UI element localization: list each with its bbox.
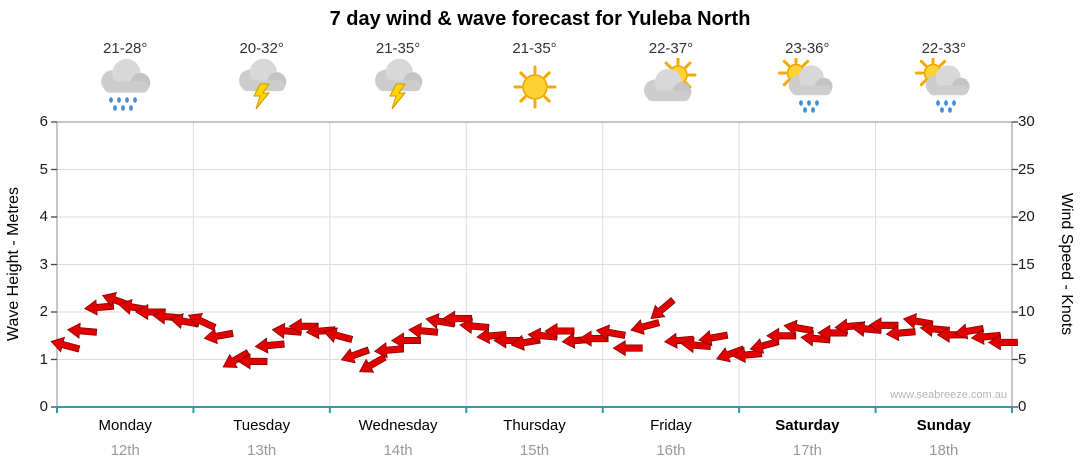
- y-axis-right-tick-label: 0: [1018, 398, 1027, 415]
- wind-arrow-marker: [630, 319, 661, 335]
- storm-icon: [368, 58, 428, 116]
- y-axis-right-tick-label: 10: [1018, 303, 1035, 320]
- watermark-text: www.seabreeze.com.au: [890, 389, 1007, 401]
- wind-arrow-marker: [715, 345, 746, 363]
- wind-arrow-marker: [442, 310, 473, 327]
- wind-arrow-marker: [135, 303, 166, 321]
- partly-cloudy-icon: [641, 56, 701, 116]
- wind-arrow-marker: [390, 332, 421, 349]
- day-label-monday: Monday: [98, 417, 152, 434]
- wind-arrow-marker: [476, 327, 507, 345]
- wind-arrow-marker: [612, 339, 643, 357]
- y-axis-left-tick-label: 1: [39, 350, 48, 368]
- wind-arrow-marker: [358, 354, 387, 373]
- sun-showers-icon: [914, 55, 974, 116]
- day-label-thursday: Thursday: [503, 417, 566, 434]
- y-axis-right-tick-label: 15: [1018, 255, 1035, 273]
- wind-arrow-marker: [50, 336, 81, 353]
- wind-arrow-marker: [595, 324, 626, 341]
- wind-arrow-marker: [650, 297, 676, 320]
- day-temperature: 20-32°: [239, 40, 284, 57]
- wind-arrow-marker: [834, 318, 865, 335]
- day-date: 17th: [792, 442, 822, 459]
- wind-arrow-marker: [203, 328, 234, 345]
- day-date: 16th: [656, 442, 686, 459]
- day-date: 12th: [110, 442, 140, 459]
- day-label-tuesday: Tuesday: [233, 417, 291, 434]
- day-date: 13th: [247, 442, 277, 459]
- wind-arrow-marker: [459, 317, 490, 335]
- day-temperature: 21-35°: [375, 40, 421, 57]
- day-date: 14th: [383, 442, 413, 459]
- sunny-icon: [505, 58, 565, 116]
- wind-arrow-marker: [953, 323, 985, 340]
- wind-arrow-marker: [663, 332, 695, 349]
- wind-arrow-marker: [340, 346, 371, 364]
- day-date: 15th: [519, 442, 550, 459]
- day-label-saturday: Saturday: [775, 417, 840, 434]
- day-temperature: 21-35°: [512, 40, 557, 57]
- sun-showers-icon: [777, 55, 837, 116]
- day-label-sunday: Sunday: [916, 417, 971, 434]
- y-axis-right-tick-label: 20: [1018, 208, 1035, 225]
- wind-arrow-marker: [902, 313, 933, 330]
- wind-arrow-marker: [187, 313, 217, 331]
- wind-arrow-marker: [987, 334, 1018, 351]
- storm-icon: [232, 58, 292, 116]
- wind-arrow-marker: [970, 328, 1002, 346]
- wind-arrow-marker: [408, 322, 439, 339]
- wind-arrow-marker: [305, 323, 336, 340]
- y-axis-left-tick-label: 5: [39, 160, 48, 178]
- day-date: 18th: [929, 442, 959, 459]
- wind-arrow-marker: [323, 327, 354, 343]
- wind-arrow-marker: [885, 325, 916, 342]
- rain-icon: [95, 58, 155, 116]
- y-axis-right-tick-label: 30: [1018, 113, 1035, 130]
- y-axis-right-tick-label: 25: [1018, 160, 1035, 178]
- wind-arrow-marker: [544, 322, 575, 340]
- wind-arrow-marker: [698, 330, 729, 347]
- y-axis-left-tick-label: 0: [39, 398, 48, 415]
- day-temperature: 23-36°: [785, 40, 830, 57]
- day-label-friday: Friday: [650, 417, 692, 434]
- day-label-wednesday: Wednesday: [358, 417, 438, 434]
- wind-arrow-marker: [288, 318, 319, 335]
- wind-arrow-marker: [222, 349, 251, 368]
- day-temperature: 22-37°: [648, 40, 694, 57]
- y-axis-left-tick-label: 4: [39, 208, 48, 225]
- y-axis-left-tick-label: 2: [39, 303, 48, 320]
- wind-arrow-marker: [254, 337, 285, 354]
- day-temperature: 21-28°: [103, 40, 148, 57]
- right-axis-label: Wind Speed - Knots: [1058, 192, 1075, 336]
- left-axis-label: Wave Height - Metres: [5, 186, 22, 342]
- y-axis-left-tick-label: 6: [39, 113, 48, 130]
- chart-title: 7 day wind & wave forecast for Yuleba No…: [329, 8, 751, 30]
- y-axis-right-tick-label: 5: [1018, 350, 1027, 368]
- wind-arrow-marker: [868, 317, 899, 334]
- wind-arrow-marker: [66, 322, 98, 339]
- y-axis-left-tick-label: 3: [39, 255, 48, 273]
- wind-arrow-marker: [237, 353, 268, 370]
- wind-arrow-marker: [783, 319, 814, 336]
- day-temperature: 22-33°: [921, 40, 966, 57]
